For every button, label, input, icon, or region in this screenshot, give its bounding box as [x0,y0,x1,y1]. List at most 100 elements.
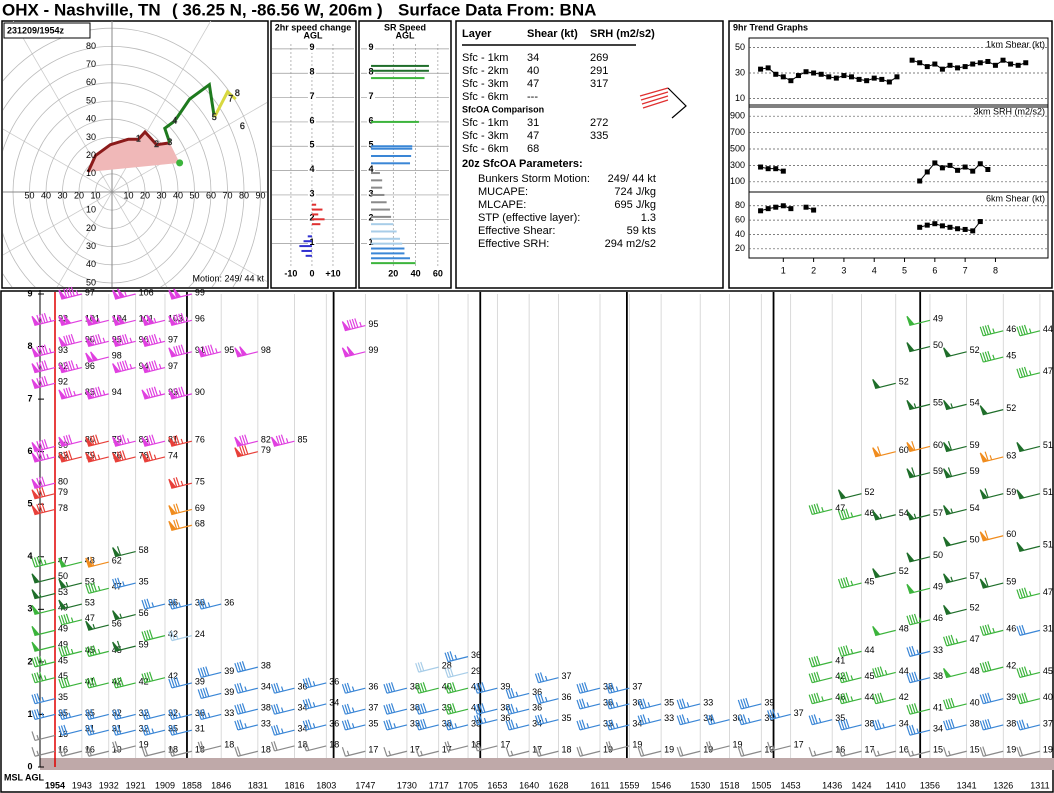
wind-speed-label: 38 [410,703,420,713]
y-tick-label: 80 [735,200,745,210]
wind-speed-label: 59 [970,440,980,450]
wind-speed-label: 101 [139,314,154,324]
section-title: SfcOA Comparison [462,104,544,114]
wind-speed-label: 51 [1043,440,1053,450]
trend-point [1008,61,1014,67]
wind-barb [58,708,83,721]
wind-speed-label: 54 [899,508,909,518]
time-label: 1932 [99,780,119,790]
wind-speed-label: 30 [733,713,743,723]
wind-barb [1016,442,1041,453]
wind-barb [943,399,967,411]
wind-speed-label: 49 [933,582,943,592]
time-label: 1436 [822,780,842,790]
trend-point [886,79,892,85]
y-tick-label: 500 [730,143,745,153]
x-tick-label: 40 [41,190,51,200]
wind-barb [943,668,967,679]
radial-line [3,191,113,256]
wind-speed-label: 34 [899,718,909,728]
wind-speed-label: 42 [1006,661,1016,671]
wind-barb [112,577,136,589]
wind-barb [85,708,109,721]
trend-point [947,224,953,230]
x-tick-label: 5 [902,265,907,275]
trend-point [780,203,786,209]
y-tick-label: 6 [309,115,314,125]
y-tick-label: 20 [86,223,96,233]
wind-barb [168,519,193,531]
wind-barb [302,677,327,689]
wind-speed-label: 39 [224,666,234,676]
y-tick-label: 8 [309,67,314,77]
wind-barb [58,724,83,736]
wind-barb [341,719,366,731]
wind-speed-label: 83 [58,450,68,460]
bar [371,64,429,67]
bar [371,172,380,175]
wind-barb [837,508,862,521]
height-label: 3 [167,137,172,147]
time-label: 1846 [211,780,231,790]
wind-barb [85,676,109,689]
wind-barb [270,703,295,715]
wind-barb [31,573,56,584]
wind-barb [906,703,931,715]
wind-speed-label: 47 [85,613,95,623]
wind-barb [168,676,193,689]
trend-point [962,164,968,170]
wind-barb [31,487,56,500]
bar [371,145,413,148]
x-tick-label: 20 [74,190,84,200]
wind-speed-label: 97 [85,287,95,297]
trend-point [894,74,900,80]
station-title: OHX - Nashville, TN [2,0,161,19]
axis-label: AGL [25,772,45,782]
wind-barb [1016,324,1041,337]
wind-speed-label: 50 [970,534,980,544]
param-value: 59 kts [627,225,657,237]
bar [371,77,425,80]
wind-speed-label: 90 [195,387,205,397]
wind-speed-label: 97 [168,335,178,345]
y-tick-label: 10 [86,168,96,178]
height-label: 5 [212,112,217,122]
wind-barb [1016,692,1041,705]
tick-bg [307,43,316,53]
x-tick-label: 1 [781,265,786,275]
wind-speed-label: 47 [970,634,980,644]
table-cell: 317 [590,78,608,90]
wind-barb [943,347,967,358]
trend-point [773,204,779,210]
y-tick-label: 3 [27,604,32,614]
wind-speed-label: 45 [58,655,68,665]
y-tick-label: 3 [369,188,374,198]
y-tick-label: 0 [27,761,32,771]
wind-barb [943,697,967,710]
wind-barb [31,589,56,600]
y-tick-label: 4 [27,551,32,561]
wind-speed-label: 34 [703,713,713,723]
wind-speed-label: 36 [764,713,774,723]
wind-barb [737,714,762,726]
wind-barb [808,503,833,516]
wind-speed-label: 81 [168,435,178,445]
table-cell: Sfc - 1km [462,117,508,129]
wind-barb [943,604,967,616]
wind-barb [197,666,222,678]
wind-speed-label: 95 [224,345,234,355]
time-label: 1653 [487,780,507,790]
wind-speed-label: 36 [329,718,339,728]
wind-barb [31,476,56,489]
wind-barb [341,318,366,332]
wind-speed-label: 60 [899,445,909,455]
wind-speed-label: 18 [195,745,205,755]
tick-bg [367,43,376,53]
wind-speed-label: 16 [58,729,68,739]
y-tick-label: 50 [86,95,96,105]
x-tick-label: +10 [325,268,340,278]
x-tick-label: 10 [90,190,100,200]
y-tick-label: 5 [369,140,374,150]
hodograph-time: 231209/1954z [7,25,65,35]
wind-speed-label: 38 [500,703,510,713]
